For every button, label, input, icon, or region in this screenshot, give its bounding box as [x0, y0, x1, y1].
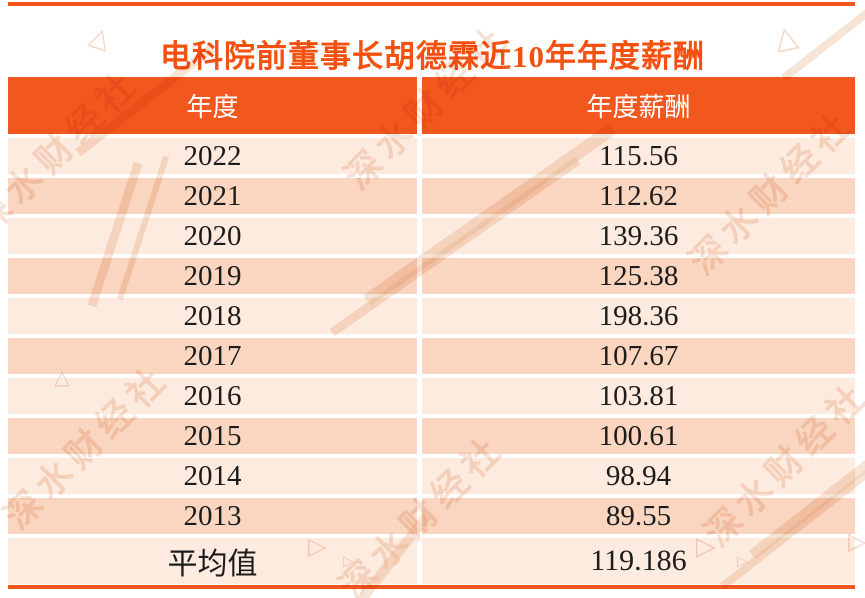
table-row: 2013 89.55: [8, 498, 855, 534]
year-cell: 2022: [8, 138, 417, 174]
table-row: 2015 100.61: [8, 418, 855, 454]
year-cell: 2015: [8, 418, 417, 454]
salary-cell: 89.55: [422, 498, 855, 534]
average-label-cell: 平均值: [8, 538, 417, 584]
table-row: 2019 125.38: [8, 258, 855, 294]
table-header-row: 年度 年度薪酬: [8, 77, 855, 134]
table-row: 2018 198.36: [8, 298, 855, 334]
year-cell: 2019: [8, 258, 417, 294]
year-cell: 2021: [8, 178, 417, 214]
table-row: 2020 139.36: [8, 218, 855, 254]
salary-cell: 125.38: [422, 258, 855, 294]
salary-cell: 107.67: [422, 338, 855, 374]
bottom-rule: [8, 585, 855, 589]
table-row: 2021 112.62: [8, 178, 855, 214]
year-cell: 2017: [8, 338, 417, 374]
salary-cell: 198.36: [422, 298, 855, 334]
table-row: 2022 115.56: [8, 138, 855, 174]
table-row: 2017 107.67: [8, 338, 855, 374]
table-row: 2014 98.94: [8, 458, 855, 494]
salary-cell: 98.94: [422, 458, 855, 494]
salary-cell: 100.61: [422, 418, 855, 454]
average-row: 平均值 119.186: [8, 538, 855, 584]
year-cell: 2014: [8, 458, 417, 494]
salary-cell: 115.56: [422, 138, 855, 174]
year-cell: 2020: [8, 218, 417, 254]
salary-cell: 103.81: [422, 378, 855, 414]
salary-cell: 139.36: [422, 218, 855, 254]
salary-table: 年度 年度薪酬 2022 115.56 2021 112.62 2020 139…: [8, 77, 855, 584]
salary-cell: 112.62: [422, 178, 855, 214]
year-cell: 2013: [8, 498, 417, 534]
table-row: 2016 103.81: [8, 378, 855, 414]
average-value-cell: 119.186: [422, 538, 855, 584]
header-cell-salary: 年度薪酬: [422, 77, 855, 134]
page-title: 电科院前董事长胡德霖近10年年度薪酬: [160, 39, 705, 74]
top-rule: [8, 2, 855, 6]
header-cell-year: 年度: [8, 77, 417, 134]
year-cell: 2018: [8, 298, 417, 334]
year-cell: 2016: [8, 378, 417, 414]
